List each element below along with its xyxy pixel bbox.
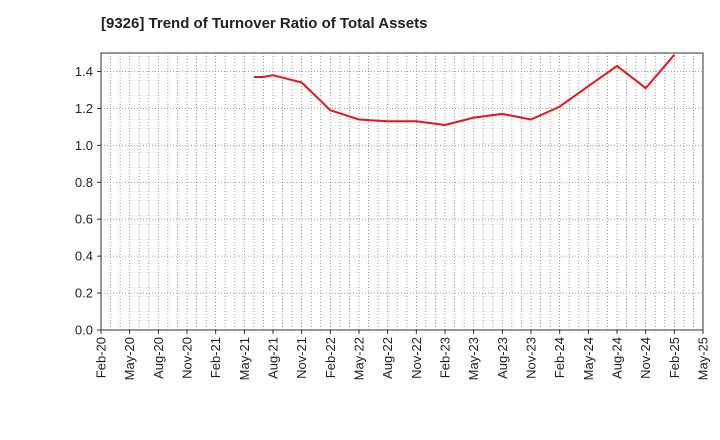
- x-tick-label: May-23: [466, 337, 481, 380]
- series-line: [253, 54, 676, 126]
- x-tick-label: Aug-20: [151, 337, 166, 379]
- x-tick-label: Aug-24: [610, 337, 625, 379]
- y-tick-label: 0.6: [75, 212, 93, 227]
- x-tick-label: May-24: [581, 337, 596, 380]
- y-tick-label: 0.2: [75, 286, 93, 301]
- x-tick-label: Nov-21: [294, 337, 309, 379]
- y-tick-label: 1.2: [75, 101, 93, 116]
- x-tick-label: Nov-20: [180, 337, 195, 379]
- x-tick-label: Feb-20: [94, 337, 109, 378]
- x-tick-label: Feb-22: [323, 337, 338, 378]
- horizontal-grid: [101, 71, 703, 294]
- x-tick-label: Aug-22: [380, 337, 395, 379]
- x-tick-label: Aug-21: [266, 337, 281, 379]
- y-axis-ticks: 0.0 0.2 0.4 0.6 0.8 1.0 1.2 1.4: [75, 64, 101, 338]
- x-tick-label: Feb-25: [667, 337, 682, 378]
- x-tick-label: May-22: [352, 337, 367, 380]
- x-tick-label: Aug-23: [495, 337, 510, 379]
- y-tick-label: 0.0: [75, 323, 93, 338]
- x-tick-label: Nov-24: [638, 337, 653, 379]
- y-tick-label: 0.4: [75, 249, 93, 264]
- x-tick-label: May-21: [237, 337, 252, 380]
- x-tick-label: Feb-21: [208, 337, 223, 378]
- x-tick-label: Nov-22: [409, 337, 424, 379]
- x-tick-label: Feb-23: [438, 337, 453, 378]
- y-tick-label: 1.4: [75, 64, 93, 79]
- x-axis-ticks: Feb-20 May-20 Aug-20 Nov-20 Feb-21 May-21 Aug-…: [94, 330, 711, 380]
- x-tick-label: Nov-23: [524, 337, 539, 379]
- vertical-grid: [110, 53, 694, 330]
- x-tick-label: May-20: [122, 337, 137, 380]
- y-tick-label: 1.0: [75, 138, 93, 153]
- x-tick-label: Feb-24: [552, 337, 567, 378]
- series-group: [253, 54, 676, 126]
- x-tick-label: May-25: [696, 337, 711, 380]
- y-tick-label: 0.8: [75, 175, 93, 190]
- plot-area-border: [100, 52, 704, 331]
- chart-title: [9326] Trend of Turnover Ratio of Total …: [101, 15, 428, 32]
